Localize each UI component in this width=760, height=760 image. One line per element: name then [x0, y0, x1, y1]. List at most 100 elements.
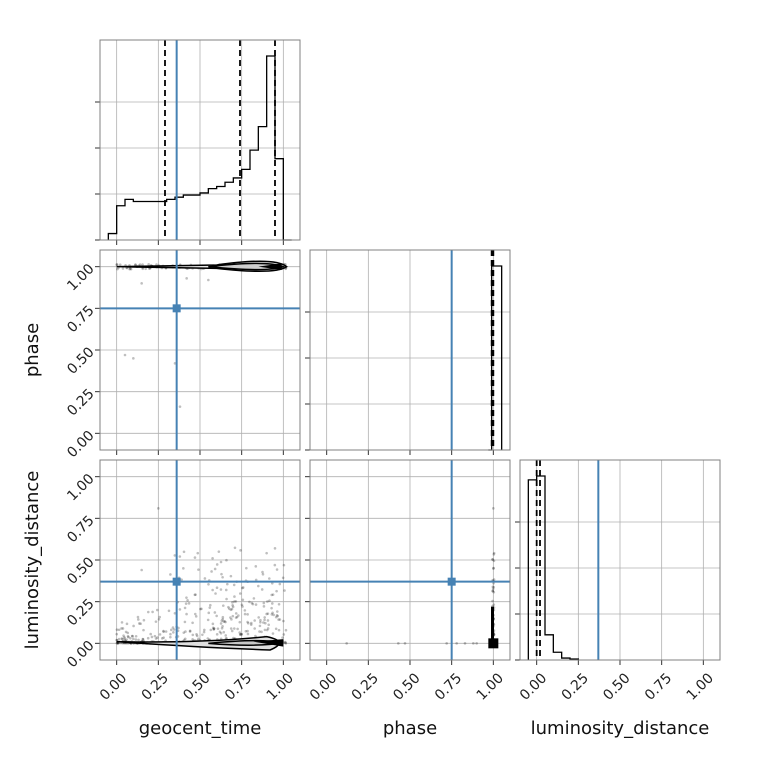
- sample-point: [278, 582, 282, 586]
- sample-point: [117, 637, 121, 641]
- density-contour: [208, 262, 286, 271]
- sample-point: [266, 627, 270, 630]
- sample-point: [157, 617, 161, 621]
- sample-point: [251, 602, 255, 606]
- sample-point: [151, 610, 154, 614]
- sample-point: [147, 263, 150, 266]
- sample-point: [162, 630, 166, 633]
- sample-point: [136, 618, 140, 621]
- sample-point: [222, 620, 226, 623]
- sample-point: [178, 608, 182, 611]
- sample-point: [282, 633, 286, 636]
- sample-point: [259, 621, 262, 624]
- sample-point: [240, 633, 243, 636]
- sample-point: [265, 551, 268, 555]
- sample-point: [491, 589, 494, 593]
- sample-point: [141, 267, 145, 271]
- sample-point: [212, 627, 216, 630]
- sample-point: [206, 618, 210, 622]
- sample-point: [492, 553, 496, 556]
- sample-point: [225, 597, 228, 601]
- sample-point: [224, 634, 228, 637]
- sample-point: [173, 362, 177, 365]
- sample-point: [281, 576, 285, 580]
- sample-point: [250, 621, 253, 625]
- x-tick-label: 1.00: [264, 670, 297, 703]
- sample-point: [196, 551, 200, 555]
- sample-point: [492, 590, 496, 594]
- x-tick-label: 0.00: [517, 670, 550, 703]
- x-tick-label: 0.50: [390, 670, 423, 703]
- sample-point: [197, 568, 200, 571]
- sample-point: [212, 628, 216, 631]
- sample-point: [227, 605, 230, 609]
- sample-point: [455, 642, 458, 645]
- x-tick-label: 0.00: [307, 670, 340, 703]
- sample-point: [491, 558, 495, 561]
- sample-point: [271, 611, 274, 615]
- sample-point: [115, 628, 119, 631]
- sample-point: [252, 597, 256, 600]
- sample-point: [219, 560, 223, 564]
- x-tick-label: 1.00: [684, 670, 717, 703]
- sample-point: [270, 613, 274, 616]
- sample-point: [246, 629, 249, 633]
- sample-point: [492, 567, 495, 570]
- sample-point: [182, 550, 186, 554]
- sample-point: [120, 637, 124, 640]
- sample-point: [158, 633, 162, 636]
- sample-point: [254, 565, 258, 568]
- sample-point: [220, 572, 223, 576]
- sample-point: [220, 627, 224, 630]
- sample-point: [186, 598, 189, 602]
- panel-frame: [309, 249, 511, 451]
- sample-point: [213, 567, 217, 571]
- x-tick-label: 0.75: [222, 670, 255, 703]
- sample-point: [261, 570, 264, 574]
- sample-point: [241, 586, 245, 589]
- sample-point: [282, 619, 285, 623]
- x-axis-label: phase: [383, 718, 437, 739]
- sample-point: [254, 634, 257, 638]
- sample-point: [130, 634, 134, 638]
- sample-point: [178, 405, 182, 408]
- sample-point: [207, 582, 210, 586]
- sample-point: [250, 601, 254, 605]
- sample-point: [188, 629, 192, 633]
- sample-point: [241, 605, 244, 608]
- sample-point: [238, 592, 242, 595]
- sample-point: [241, 598, 245, 602]
- sample-point: [276, 610, 279, 613]
- sample-point: [125, 622, 129, 626]
- sample-point: [141, 638, 145, 641]
- hist-step: [527, 475, 579, 660]
- sample-point: [164, 630, 168, 633]
- sample-point: [241, 586, 244, 590]
- sample-point: [275, 568, 279, 571]
- sample-point: [224, 588, 228, 592]
- sample-point: [492, 578, 496, 581]
- sample-point: [137, 638, 140, 642]
- y-tick-label: 0.50: [64, 554, 97, 587]
- sample-point: [245, 566, 248, 570]
- sample-point: [231, 614, 235, 618]
- scatter-luminosity_distance-vs-phase: [305, 459, 511, 665]
- sample-point: [121, 637, 124, 641]
- sample-point: [123, 353, 127, 357]
- sample-point: [125, 638, 128, 641]
- sample-point: [115, 638, 119, 642]
- sample-point: [216, 627, 220, 630]
- sample-point: [156, 636, 159, 639]
- sample-point: [226, 582, 229, 586]
- sample-point: [284, 628, 288, 632]
- y-tick-label: 0.75: [64, 303, 97, 336]
- sample-point: [246, 632, 250, 636]
- sample-point: [273, 547, 277, 550]
- sample-point: [258, 624, 262, 628]
- sample-point: [225, 637, 228, 640]
- sample-point: [231, 603, 234, 607]
- sample-point: [397, 642, 400, 645]
- sample-point: [271, 632, 275, 635]
- sample-point: [128, 267, 131, 271]
- sample-point: [283, 640, 287, 644]
